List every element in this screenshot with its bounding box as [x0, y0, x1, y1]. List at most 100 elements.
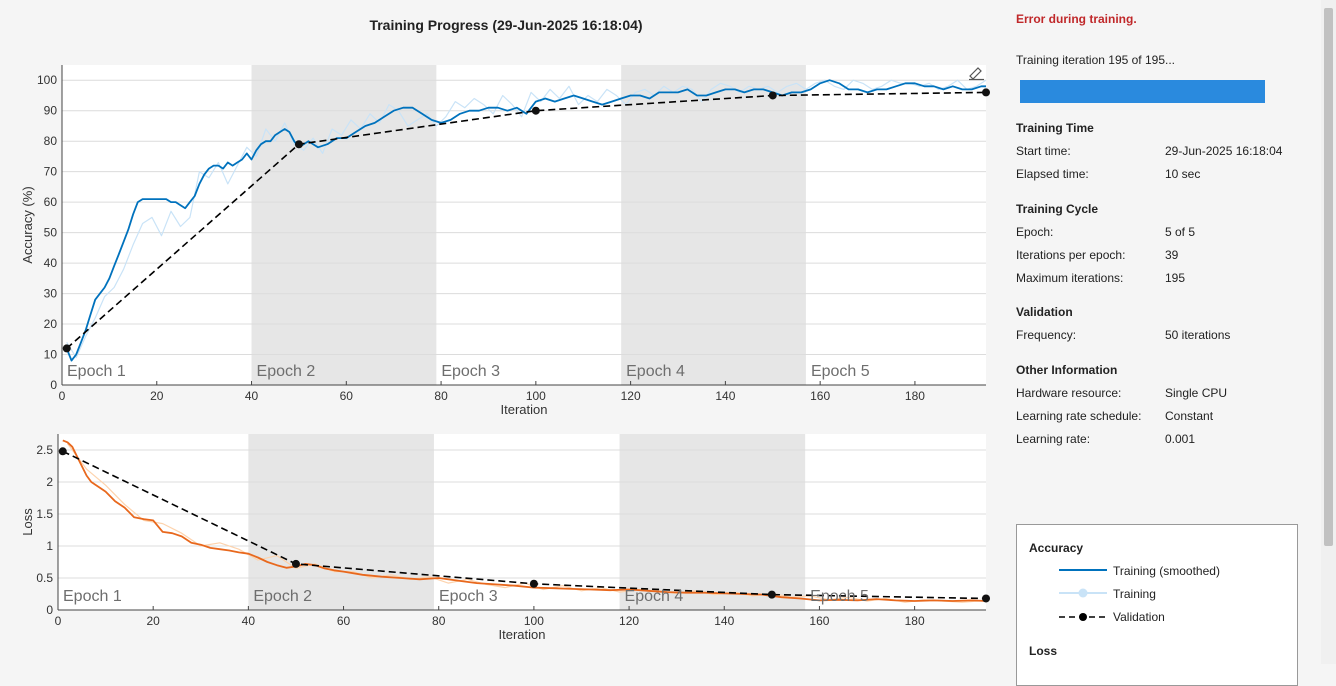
loss-xtick-label: 20 [146, 614, 160, 628]
accuracy-ylabel: Accuracy (%) [20, 186, 35, 263]
loss-ytick-label: 0.5 [36, 571, 53, 585]
lr-schedule-value: Constant [1165, 409, 1214, 423]
accuracy-xtick-label: 140 [715, 389, 735, 403]
section-training-time: Training Time [1016, 121, 1094, 135]
loss-xtick-label: 80 [432, 614, 446, 628]
accuracy-xtick-label: 0 [59, 389, 66, 403]
start-time-value: 29-Jun-2025 16:18:04 [1165, 144, 1283, 158]
accuracy-xtick-label: 120 [621, 389, 641, 403]
accuracy-xtick-label: 160 [810, 389, 830, 403]
loss-xtick-label: 60 [337, 614, 351, 628]
learning-rate-label: Learning rate: [1016, 432, 1091, 446]
hardware-resource-label: Hardware resource: [1016, 386, 1122, 400]
legend-validation-marker [1079, 613, 1087, 621]
section-training-cycle: Training Cycle [1016, 202, 1099, 216]
legend-training-label: Training [1113, 587, 1156, 601]
accuracy-ytick-label: 70 [44, 165, 58, 179]
accuracy-ytick-label: 20 [44, 317, 58, 331]
legend-loss-heading: Loss [1029, 644, 1058, 658]
loss-validation-point [982, 594, 990, 603]
accuracy-validation-point [294, 140, 303, 149]
section-other-information: Other Information [1016, 363, 1118, 377]
start-time-label: Start time: [1016, 144, 1071, 158]
loss-ylabel: Loss [20, 508, 35, 536]
learning-rate-value: 0.001 [1165, 432, 1196, 446]
accuracy-ytick-label: 0 [50, 378, 57, 392]
elapsed-time-label: Elapsed time: [1016, 167, 1089, 181]
vertical-scrollbar[interactable] [1321, 0, 1336, 664]
accuracy-epoch-label-2: Epoch 2 [257, 363, 316, 380]
accuracy-ytick-label: 100 [37, 73, 57, 87]
legend-accuracy-heading: Accuracy [1029, 541, 1084, 555]
loss-plot-area [58, 434, 986, 610]
loss-epoch-label-2: Epoch 2 [253, 588, 312, 605]
elapsed-time-value: 10 sec [1165, 167, 1201, 181]
chart-title: Training Progress (29-Jun-2025 16:18:04) [369, 17, 643, 33]
loss-validation-point [767, 590, 776, 599]
accuracy-xlabel: Iteration [501, 402, 548, 417]
loss-xtick-label: 140 [714, 614, 734, 628]
epoch-label: Epoch: [1016, 225, 1054, 239]
accuracy-epoch-label-4: Epoch 4 [626, 363, 685, 380]
iterations-per-epoch-value: 39 [1165, 248, 1179, 262]
accuracy-plot-area [62, 65, 986, 385]
frequency-value: 50 iterations [1165, 328, 1231, 342]
loss-ytick-label: 2.5 [36, 443, 53, 457]
accuracy-epoch-label-5: Epoch 5 [811, 363, 870, 380]
accuracy-epoch-label-1: Epoch 1 [67, 363, 126, 380]
progress-bar [1020, 80, 1265, 103]
accuracy-plot: 0 10 20 30 40 50 60 70 80 90 100 0 20 40 60 80 100 120 140… [20, 65, 990, 417]
legend-training-marker [1078, 588, 1088, 598]
error-message: Error during training. [1016, 12, 1137, 26]
accuracy-xtick-label: 40 [245, 389, 259, 403]
accuracy-validation-point [768, 91, 777, 100]
legend-validation-label: Validation [1113, 610, 1165, 624]
loss-validation-point [529, 579, 538, 588]
legend-smoothed-swatch [1059, 569, 1107, 571]
section-validation: Validation [1016, 305, 1073, 319]
loss-xtick-label: 120 [619, 614, 639, 628]
accuracy-ytick-label: 80 [44, 134, 58, 148]
loss-epoch-label-3: Epoch 3 [439, 588, 498, 605]
loss-epoch-label-1: Epoch 1 [63, 588, 122, 605]
accuracy-training-smoothed-line [65, 79, 986, 362]
accuracy-ytick-label: 40 [44, 256, 58, 270]
accuracy-ytick-label: 90 [44, 104, 58, 118]
frequency-label: Frequency: [1016, 328, 1077, 342]
legend: Accuracy Training (smoothed) Training Va… [1016, 524, 1298, 686]
epoch-value: 5 of 5 [1165, 225, 1196, 239]
accuracy-epoch-band-4 [621, 65, 806, 385]
accuracy-ytick-label: 60 [44, 195, 58, 209]
legend-training-swatch [1059, 588, 1107, 598]
hardware-resource-value: Single CPU [1165, 386, 1228, 400]
accuracy-xtick-label: 20 [150, 389, 164, 403]
accuracy-ytick-label: 30 [44, 287, 58, 301]
loss-xtick-label: 100 [524, 614, 544, 628]
accuracy-validation-point [531, 106, 540, 115]
iteration-status: Training iteration 195 of 195... [1016, 53, 1175, 67]
loss-ytick-label: 2 [46, 475, 53, 489]
accuracy-xtick-label: 60 [340, 389, 354, 403]
loss-epoch-band-2 [248, 434, 434, 610]
loss-ytick-label: 1 [46, 539, 53, 553]
axes-toolbar-icon[interactable] [969, 67, 984, 81]
brush-icon-body [969, 67, 982, 80]
accuracy-xtick-label: 180 [905, 389, 925, 403]
loss-ytick-label: 1.5 [36, 507, 53, 521]
max-iterations-label: Maximum iterations: [1016, 271, 1124, 285]
loss-xtick-label: 40 [242, 614, 256, 628]
max-iterations-value: 195 [1165, 271, 1186, 285]
loss-validation-point [58, 447, 67, 456]
accuracy-ytick-label: 10 [44, 348, 58, 362]
loss-xlabel: Iteration [499, 627, 546, 642]
loss-plot: 0 0.5 1 1.5 2 2.5 0 20 40 60 80 100 120 140 160 180 Iter… [20, 434, 990, 642]
accuracy-ytick-label: 50 [44, 226, 58, 240]
loss-epoch-label-4: Epoch 4 [625, 588, 684, 605]
scrollbar-thumb[interactable] [1324, 8, 1333, 546]
accuracy-xtick-label: 80 [434, 389, 448, 403]
legend-smoothed-label: Training (smoothed) [1113, 564, 1220, 578]
loss-validation-point [291, 559, 300, 568]
legend-validation-swatch [1059, 613, 1107, 621]
accuracy-validation-point [62, 344, 71, 353]
